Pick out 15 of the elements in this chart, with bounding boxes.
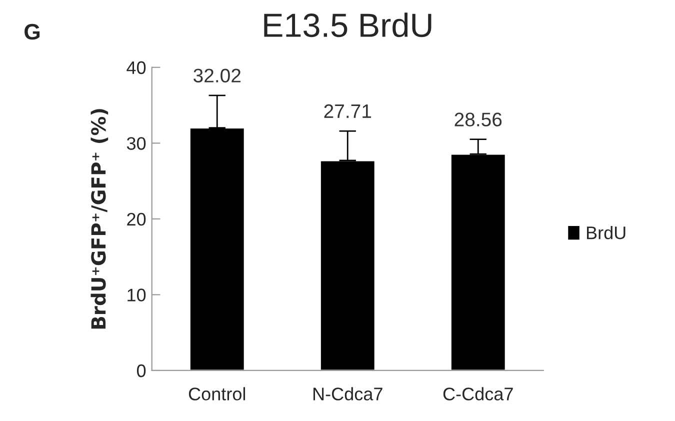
y-tick-label: 20: [127, 212, 146, 226]
chart-title: E13.5 BrdU: [264, 12, 432, 38]
legend-label: BrdU: [586, 226, 626, 240]
y-tick-label: 0: [136, 364, 146, 378]
data-label: 28.56: [454, 112, 502, 126]
data-label: 27.71: [324, 104, 372, 118]
y-tick-label: 30: [126, 137, 146, 150]
data-label: 32.02: [194, 68, 240, 82]
text: G: [24, 24, 40, 40]
y-tick-label: 40: [126, 61, 146, 74]
y-tick-label: 10: [128, 288, 146, 302]
x-tick-label: Control: [188, 387, 246, 400]
x-tick-label: C-Cdca7: [443, 387, 513, 400]
y-axis-title: BrdU⁺GFP⁺/GFP⁺ (%): [90, 109, 108, 329]
x-tick-label: N-Cdca7: [313, 387, 382, 400]
